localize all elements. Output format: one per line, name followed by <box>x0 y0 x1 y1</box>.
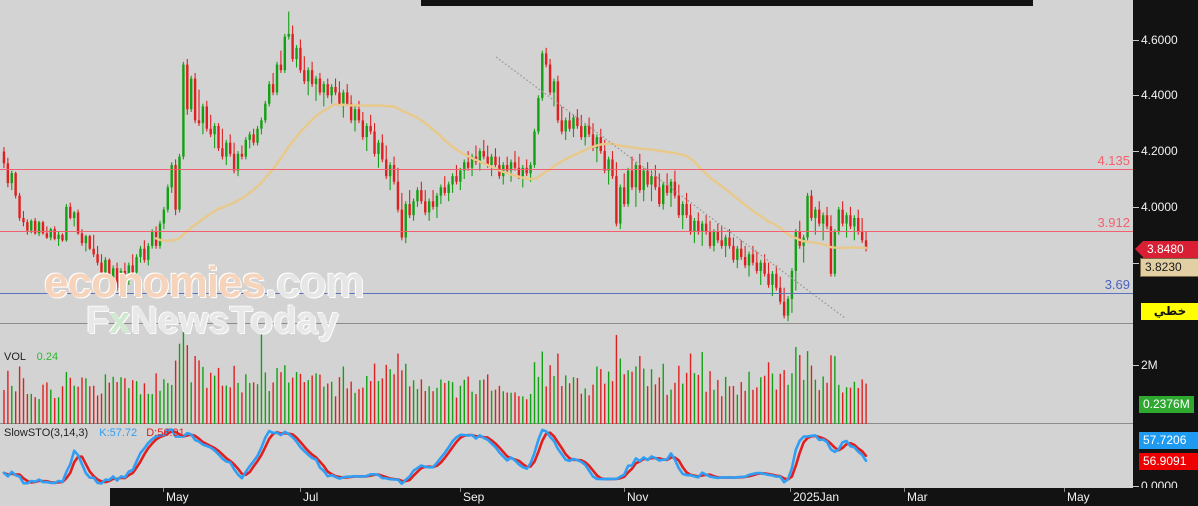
last-price-flag[interactable]: 3.8480 <box>1143 241 1198 259</box>
date-axis-label-Sep: Sep <box>463 490 485 504</box>
date-axis-bottom[interactable]: May Jul Sep Nov 2025Jan Mar May <box>110 488 1133 506</box>
volume-axis-tick-mark <box>1133 365 1139 367</box>
date-axis-label-May: May <box>166 490 189 504</box>
stochastic-k-flag[interactable]: 57.7206 <box>1139 432 1198 449</box>
pane-separator-price-volume <box>0 323 1133 324</box>
price-axis-tick-mark <box>1133 95 1139 97</box>
date-axis-tick-mark <box>624 488 625 492</box>
date-axis-label-Jul: Jul <box>303 490 319 504</box>
moving-average-flag[interactable]: 3.8230 <box>1140 258 1198 278</box>
date-axis-tick-mark <box>904 488 905 492</box>
date-axis-tick-mark <box>790 488 791 492</box>
volume-bars-svg <box>3 330 867 424</box>
price-axis-tick-label: 4.6000 <box>1141 32 1178 47</box>
date-axis-tick-mark <box>1064 488 1065 492</box>
stochastic-d-label: D:56.91 <box>146 427 185 439</box>
date-axis-tick-mark <box>300 488 301 492</box>
level-line-3.69[interactable] <box>0 293 1133 295</box>
price-axis-tick-label: 4.4000 <box>1141 88 1178 103</box>
level-label-4.135: 4.135 <box>1097 153 1130 169</box>
date-axis-tick-mark <box>163 488 164 492</box>
trend-mode-flag[interactable]: خطي <box>1141 303 1198 320</box>
last-price-arrow-icon <box>1135 241 1143 258</box>
stochastic-pane[interactable] <box>0 424 1133 488</box>
price-pane[interactable] <box>0 6 1133 324</box>
stochastic-indicator-label: SlowSTO(3,14,3) K:57.72 D:56.91 <box>4 427 185 439</box>
date-axis-label-Mar: Mar <box>907 490 928 504</box>
price-candlestick-svg <box>2 11 868 322</box>
volume-axis-tick-label: 2M <box>1141 358 1158 373</box>
stochastic-d-flag[interactable]: 56.9091 <box>1139 453 1198 470</box>
level-label-3.912: 3.912 <box>1097 215 1130 231</box>
date-axis-label-2025Jan: 2025Jan <box>793 490 840 504</box>
level-label-3.69: 3.69 <box>1104 277 1130 293</box>
stochastic-axis-tick-mark <box>1133 486 1139 487</box>
volume-label-text: VOL <box>4 351 26 363</box>
top-toolbar-strip <box>421 0 1033 6</box>
stochastic-lines-svg <box>2 428 868 486</box>
stochastic-k-label: K:57.72 <box>99 427 138 439</box>
price-axis-tick-mark <box>1133 206 1139 208</box>
price-axis-tick-mark <box>1133 262 1139 264</box>
volume-indicator-label: VOL 0.24 <box>4 351 58 363</box>
pane-separator-volume-stochastic <box>0 423 1133 424</box>
price-axis-tick-mark <box>1133 151 1139 153</box>
price-axis-tick-label: 4.2000 <box>1141 144 1178 159</box>
date-axis-tick-mark <box>460 488 461 492</box>
volume-pane[interactable] <box>0 324 1133 424</box>
price-axis-tick-mark <box>1133 39 1139 41</box>
price-axis-right-footer <box>1133 488 1198 506</box>
price-axis-tick-label: 4.0000 <box>1141 199 1178 214</box>
volume-label-value: 0.24 <box>36 351 59 363</box>
date-axis-label-Nov: Nov <box>627 490 649 504</box>
stochastic-label-text: SlowSTO(3,14,3) <box>4 427 89 439</box>
volume-value-flag[interactable]: 0.2376M <box>1139 396 1194 413</box>
level-line-3.912[interactable] <box>0 231 1133 233</box>
level-line-4.135[interactable] <box>0 169 1133 171</box>
date-axis-label-May: May <box>1067 490 1090 504</box>
